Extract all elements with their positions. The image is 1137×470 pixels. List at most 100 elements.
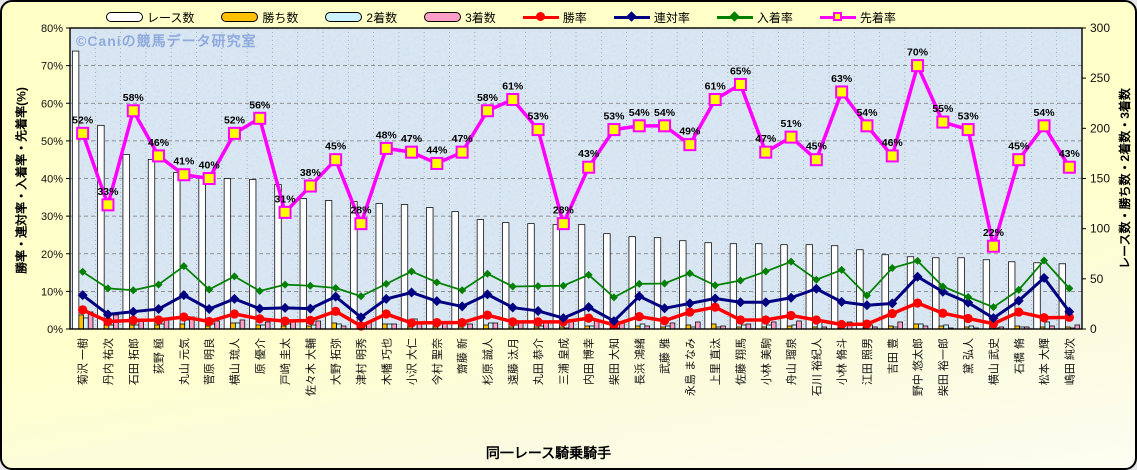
value-label: 45% — [806, 141, 828, 153]
legend-swatch-bar — [106, 12, 143, 22]
value-label: 54% — [1034, 107, 1056, 119]
marker-先着率 — [936, 115, 950, 129]
left-tick-label: 20% — [41, 249, 63, 261]
axes — [66, 27, 1086, 330]
marker-勝率 — [584, 313, 594, 323]
chart-legend: レース数 勝ち数 2着数 3着数 勝率 連対率 入着率 先着率 — [106, 7, 896, 27]
legend-swatch-bar — [221, 12, 259, 22]
marker-勝率 — [912, 298, 923, 308]
category-label: 柴田 裕一郎 — [936, 338, 950, 396]
marker-連対率 — [1039, 272, 1050, 283]
value-label: 46% — [882, 137, 904, 149]
bar-レース数 — [552, 224, 560, 330]
value-label: 63% — [831, 73, 853, 85]
marker-勝率 — [457, 318, 467, 328]
category-label: 木幡 巧也 — [379, 338, 393, 385]
category-label: 佐藤 翔馬 — [733, 338, 747, 385]
marker-連対率 — [77, 290, 88, 301]
category-label: 遠藤 汰月 — [506, 338, 520, 385]
value-label: 33% — [97, 186, 119, 198]
marker-入着率 — [938, 282, 947, 291]
category-label: 黛 弘人 — [962, 338, 975, 374]
legend-label: 勝ち数 — [262, 10, 299, 25]
bar-レース数 — [830, 245, 839, 330]
value-label: 40% — [199, 160, 221, 172]
right-tick-label: 150 — [1090, 172, 1110, 186]
marker-連対率 — [558, 313, 569, 324]
marker-入着率 — [964, 293, 973, 302]
marker-連対率 — [229, 293, 240, 304]
category-label: 菅原 明良 — [202, 338, 216, 385]
left-tick-label: 50% — [41, 136, 63, 148]
marker-連対率 — [861, 300, 872, 311]
bar-レース数 — [932, 257, 940, 330]
marker-先着率 — [835, 85, 849, 99]
value-label: 54% — [856, 107, 878, 119]
marker-勝率 — [508, 317, 518, 327]
value-label: 55% — [932, 103, 954, 115]
bar-レース数 — [147, 159, 156, 330]
value-label: 65% — [730, 65, 752, 77]
marker-先着率 — [1037, 119, 1051, 133]
left-tick-label: 80% — [41, 23, 63, 35]
bar-レース数 — [906, 256, 915, 330]
marker-入着率 — [584, 270, 593, 279]
value-label: 49% — [679, 126, 701, 138]
marker-連対率 — [280, 302, 291, 313]
series-先着率 — [76, 59, 1076, 253]
category-label: 内田 博幸 — [582, 338, 596, 385]
bar-レース数 — [476, 219, 485, 330]
category-label: 齋藤 新 — [455, 338, 469, 374]
marker-先着率 — [227, 126, 241, 140]
marker-連対率 — [406, 287, 417, 298]
marker-勝率 — [938, 308, 948, 318]
marker-入着率 — [432, 278, 441, 287]
category-label: 吉田 豊 — [886, 338, 899, 374]
marker-連対率 — [811, 283, 822, 294]
legend-item-勝率: 勝率 — [522, 9, 587, 26]
bar-レース数 — [704, 242, 712, 330]
marker-連対率 — [457, 301, 468, 312]
bar-3着数 — [517, 322, 524, 330]
marker-連対率 — [608, 316, 619, 327]
bar-3着数 — [264, 321, 271, 330]
value-label: 47% — [401, 133, 423, 145]
marker-連対率 — [355, 312, 366, 323]
series-勝率 — [78, 298, 1074, 331]
marker-先着率 — [354, 217, 368, 231]
marker-勝率 — [811, 315, 821, 325]
bar-2着数 — [184, 319, 190, 330]
value-label: 46% — [148, 137, 170, 149]
value-label: 58% — [477, 92, 499, 104]
marker-先着率 — [379, 141, 393, 155]
marker-連対率 — [507, 302, 518, 313]
marker-入着率 — [534, 282, 543, 291]
category-label: 小林 美駒 — [759, 338, 773, 385]
bar-3着数 — [467, 323, 473, 330]
marker-入着率 — [356, 292, 365, 301]
category-label: 横山 琉人 — [227, 338, 241, 385]
marker-入着率 — [660, 279, 669, 288]
category-label: 松本 大輝 — [1037, 338, 1051, 385]
value-label: 47% — [755, 133, 777, 145]
marker-勝率 — [735, 315, 746, 325]
category-label: 津村 明秀 — [354, 338, 368, 385]
left-axis-title: 勝率・連対率・入着率・先着率(%) — [14, 87, 29, 274]
marker-先着率 — [683, 138, 697, 152]
marker-入着率 — [458, 286, 467, 295]
bar-レース数 — [400, 204, 409, 330]
marker-連対率 — [912, 271, 923, 282]
bar-3着数 — [745, 323, 752, 330]
bar-3着数 — [214, 320, 220, 330]
marker-勝率 — [381, 309, 391, 319]
bar-レース数 — [527, 223, 535, 330]
bar-勝ち数 — [382, 323, 388, 330]
marker-入着率 — [711, 281, 720, 290]
marker-先着率 — [152, 149, 166, 163]
bar-2着数 — [336, 323, 342, 330]
legend-item-勝ち数: 勝ち数 — [221, 9, 298, 26]
marker-先着率 — [733, 77, 747, 91]
left-tick-label: 40% — [41, 174, 63, 186]
marker-入着率 — [862, 291, 871, 300]
